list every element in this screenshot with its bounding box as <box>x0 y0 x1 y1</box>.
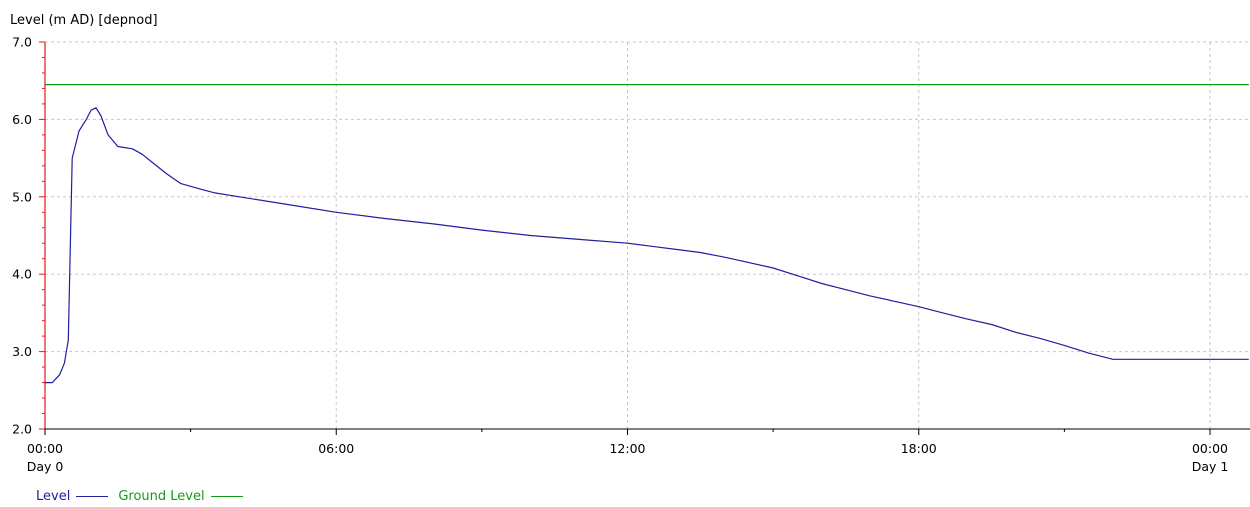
x-day-label: Day 1 <box>1192 459 1229 474</box>
y-tick-label: 7.0 <box>12 35 32 50</box>
series-lines <box>45 83 1249 384</box>
x-tick-label: 12:00 <box>609 441 645 456</box>
y-tick-label: 5.0 <box>12 189 32 204</box>
y-tick-label: 3.0 <box>12 344 32 359</box>
y-tick-label: 2.0 <box>12 422 32 437</box>
legend-item-ground-level: Ground Level <box>118 489 243 504</box>
legend-item-level: Level <box>36 489 109 504</box>
x-day-label: Day 0 <box>27 459 64 474</box>
y-tick-label: 6.0 <box>12 112 32 127</box>
x-tick-label: 00:00 <box>1192 441 1228 456</box>
legend-swatch-ground-level <box>210 496 243 497</box>
axes <box>39 41 1250 435</box>
tick-labels: 2.0 3.0 4.0 5.0 6.0 7.0 00:00 Day 0 06:00 12:00 18… <box>12 35 1228 475</box>
legend-label-level: Level <box>36 489 71 504</box>
legend: Level Ground Level <box>36 489 253 504</box>
y-axis-title: Level (m AD) [depnod] <box>10 13 158 28</box>
legend-label-ground-level: Ground Level <box>118 489 205 504</box>
y-tick-label: 4.0 <box>12 267 32 282</box>
series-line-level <box>45 107 1249 384</box>
grid-lines <box>45 41 1250 429</box>
legend-swatch-level <box>76 496 109 497</box>
x-tick-label: 00:00 <box>27 441 63 456</box>
x-tick-label: 06:00 <box>318 441 354 456</box>
x-tick-label: 18:00 <box>901 441 937 456</box>
